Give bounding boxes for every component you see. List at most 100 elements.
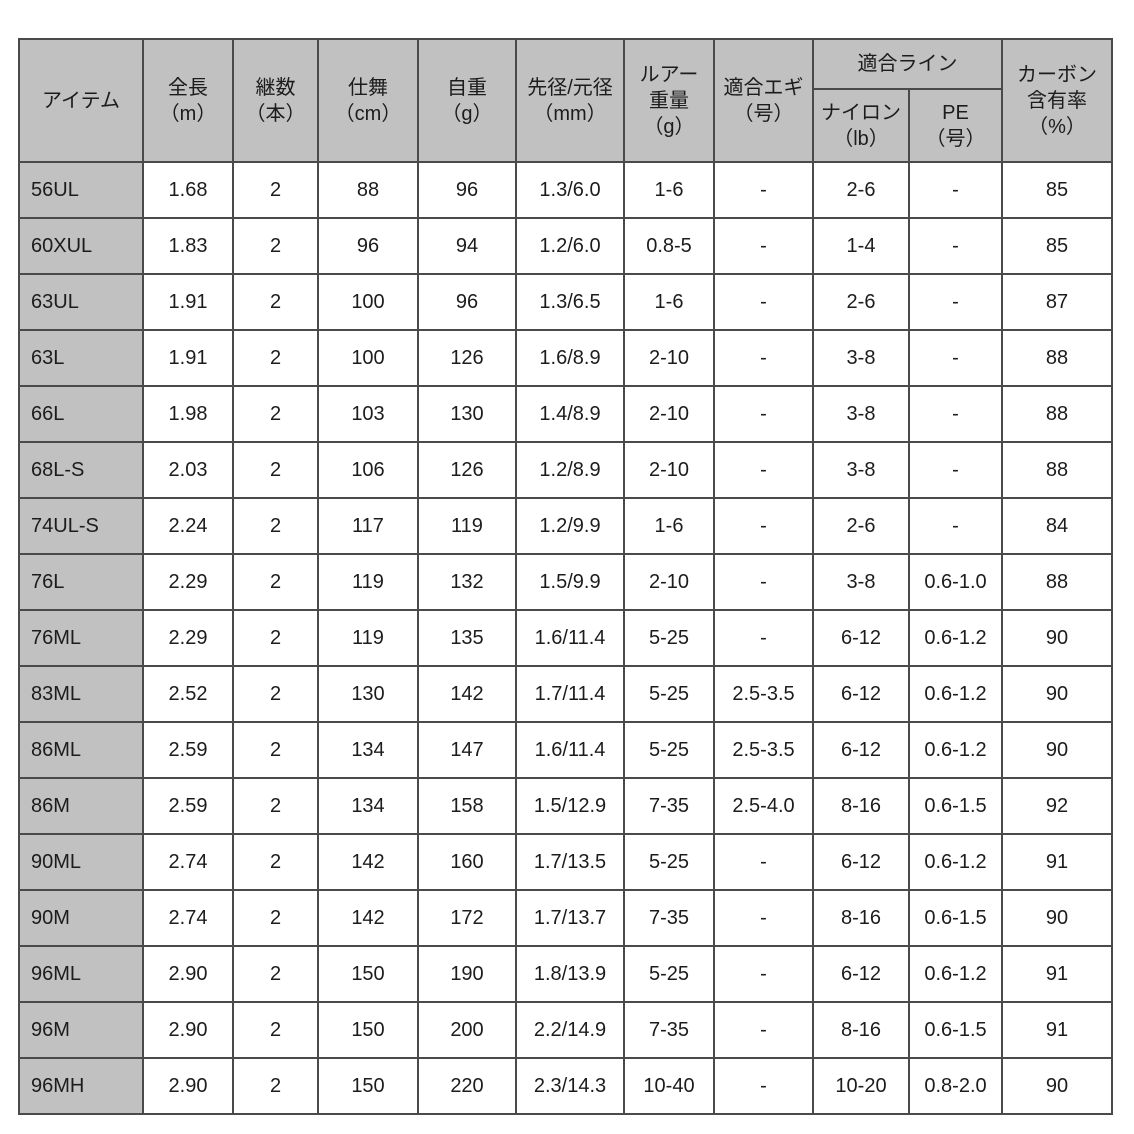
value-cell: - <box>713 1001 814 1059</box>
value-cell: 106 <box>317 441 419 499</box>
value-cell: 1.8/13.9 <box>515 945 625 1003</box>
item-cell: 83ML <box>18 665 144 723</box>
value-cell: 135 <box>417 609 517 667</box>
value-cell: 2.2/14.9 <box>515 1001 625 1059</box>
table-row: 96M 2.90 2 150 200 2.2/14.9 7-35 - 8-16 … <box>18 1001 1113 1059</box>
value-cell: 2 <box>232 889 319 947</box>
value-cell: 1.91 <box>142 273 234 331</box>
table-body: 56UL 1.68 2 88 96 1.3/6.0 1-6 - 2-6 - 85… <box>18 161 1113 1115</box>
value-cell: - <box>713 217 814 275</box>
table-row: 90ML 2.74 2 142 160 1.7/13.5 5-25 - 6-12… <box>18 833 1113 891</box>
value-cell: 0.8-5 <box>623 217 715 275</box>
value-cell: 92 <box>1001 777 1113 835</box>
value-cell: 103 <box>317 385 419 443</box>
col-header-lure-weight: ルアー 重量 （g） <box>623 38 715 163</box>
value-cell: 88 <box>1001 385 1113 443</box>
value-cell: 8-16 <box>812 1001 910 1059</box>
value-cell: 2 <box>232 777 319 835</box>
value-cell: 172 <box>417 889 517 947</box>
value-cell: 2 <box>232 665 319 723</box>
value-cell: 142 <box>317 889 419 947</box>
value-cell: 100 <box>317 329 419 387</box>
value-cell: - <box>713 1057 814 1115</box>
value-cell: 132 <box>417 553 517 611</box>
value-cell: 119 <box>417 497 517 555</box>
col-header-nylon: ナイロン （lb） <box>812 88 910 163</box>
value-cell: 1.4/8.9 <box>515 385 625 443</box>
value-cell: 3-8 <box>812 385 910 443</box>
col-header-pieces: 継数 （本） <box>232 38 319 163</box>
value-cell: 147 <box>417 721 517 779</box>
value-cell: 2.3/14.3 <box>515 1057 625 1115</box>
item-cell: 86M <box>18 777 144 835</box>
value-cell: 1.2/9.9 <box>515 497 625 555</box>
value-cell: 220 <box>417 1057 517 1115</box>
value-cell: 2-6 <box>812 497 910 555</box>
item-cell: 56UL <box>18 161 144 219</box>
table-row: 60XUL 1.83 2 96 94 1.2/6.0 0.8-5 - 1-4 -… <box>18 217 1113 275</box>
value-cell: - <box>713 329 814 387</box>
value-cell: 2.52 <box>142 665 234 723</box>
col-header-closed-length: 仕舞 （cm） <box>317 38 419 163</box>
value-cell: - <box>908 161 1003 219</box>
value-cell: 0.6-1.0 <box>908 553 1003 611</box>
value-cell: - <box>713 161 814 219</box>
value-cell: 142 <box>317 833 419 891</box>
value-cell: 2.74 <box>142 833 234 891</box>
value-cell: 2-6 <box>812 161 910 219</box>
value-cell: 0.6-1.2 <box>908 721 1003 779</box>
value-cell: 2 <box>232 441 319 499</box>
value-cell: 96 <box>417 273 517 331</box>
value-cell: 2-10 <box>623 385 715 443</box>
value-cell: 2.29 <box>142 609 234 667</box>
item-cell: 96ML <box>18 945 144 1003</box>
value-cell: 1.5/12.9 <box>515 777 625 835</box>
value-cell: 130 <box>417 385 517 443</box>
value-cell: 3-8 <box>812 329 910 387</box>
value-cell: 2.5-3.5 <box>713 665 814 723</box>
table-row: 56UL 1.68 2 88 96 1.3/6.0 1-6 - 2-6 - 85 <box>18 161 1113 219</box>
value-cell: 200 <box>417 1001 517 1059</box>
value-cell: 6-12 <box>812 721 910 779</box>
value-cell: - <box>713 945 814 1003</box>
item-cell: 68L-S <box>18 441 144 499</box>
value-cell: 1.68 <box>142 161 234 219</box>
value-cell: 1.7/13.7 <box>515 889 625 947</box>
value-cell: 2 <box>232 553 319 611</box>
value-cell: 2.24 <box>142 497 234 555</box>
value-cell: 190 <box>417 945 517 1003</box>
value-cell: 134 <box>317 721 419 779</box>
value-cell: 5-25 <box>623 609 715 667</box>
value-cell: 7-35 <box>623 777 715 835</box>
value-cell: 5-25 <box>623 945 715 1003</box>
value-cell: 126 <box>417 441 517 499</box>
value-cell: 2 <box>232 1057 319 1115</box>
value-cell: 1.91 <box>142 329 234 387</box>
value-cell: 6-12 <box>812 665 910 723</box>
value-cell: - <box>713 553 814 611</box>
value-cell: 0.6-1.5 <box>908 1001 1003 1059</box>
value-cell: 7-35 <box>623 889 715 947</box>
item-cell: 74UL-S <box>18 497 144 555</box>
item-cell: 90ML <box>18 833 144 891</box>
value-cell: - <box>713 889 814 947</box>
value-cell: 96 <box>417 161 517 219</box>
value-cell: 2.90 <box>142 1057 234 1115</box>
item-cell: 66L <box>18 385 144 443</box>
table-row: 66L 1.98 2 103 130 1.4/8.9 2-10 - 3-8 - … <box>18 385 1113 443</box>
value-cell: 84 <box>1001 497 1113 555</box>
value-cell: 2.59 <box>142 777 234 835</box>
value-cell: 150 <box>317 945 419 1003</box>
value-cell: - <box>908 273 1003 331</box>
item-cell: 90M <box>18 889 144 947</box>
table-row: 86ML 2.59 2 134 147 1.6/11.4 5-25 2.5-3.… <box>18 721 1113 779</box>
value-cell: 150 <box>317 1001 419 1059</box>
table-row: 90M 2.74 2 142 172 1.7/13.7 7-35 - 8-16 … <box>18 889 1113 947</box>
value-cell: 3-8 <box>812 441 910 499</box>
item-cell: 76ML <box>18 609 144 667</box>
table-row: 76L 2.29 2 119 132 1.5/9.9 2-10 - 3-8 0.… <box>18 553 1113 611</box>
item-cell: 76L <box>18 553 144 611</box>
col-header-weight: 自重 （g） <box>417 38 517 163</box>
value-cell: 2-6 <box>812 273 910 331</box>
value-cell: - <box>908 385 1003 443</box>
